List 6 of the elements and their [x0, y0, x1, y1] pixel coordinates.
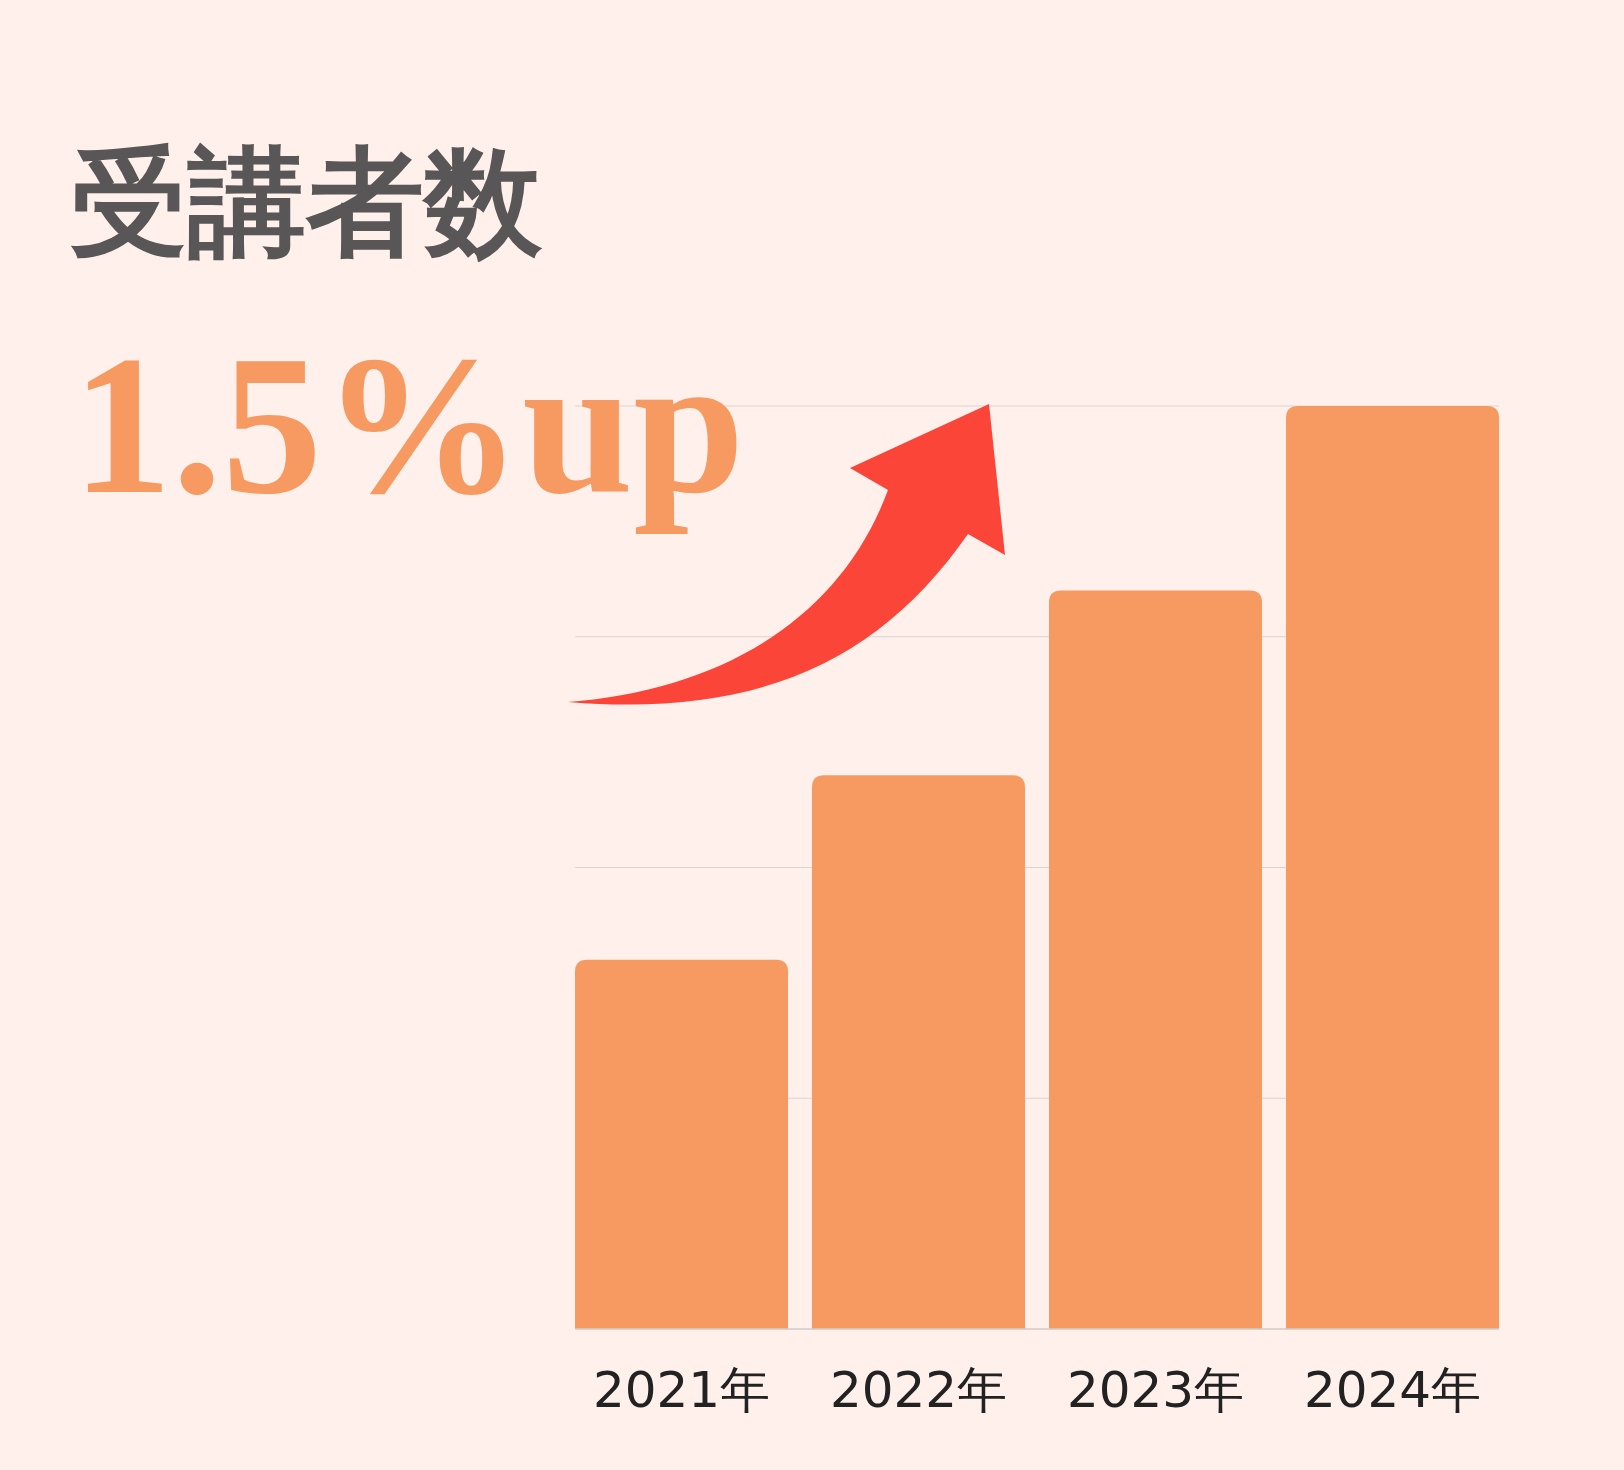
x-tick-label: 2024年: [1303, 1361, 1482, 1419]
annotation: 1.5%up: [72, 314, 745, 535]
x-tick-label: 2023年: [1066, 1361, 1245, 1419]
chart-title: 受講者数: [70, 132, 543, 271]
x-tick-label: 2021年: [592, 1361, 771, 1419]
x-tick-label: 2022年: [829, 1361, 1008, 1419]
